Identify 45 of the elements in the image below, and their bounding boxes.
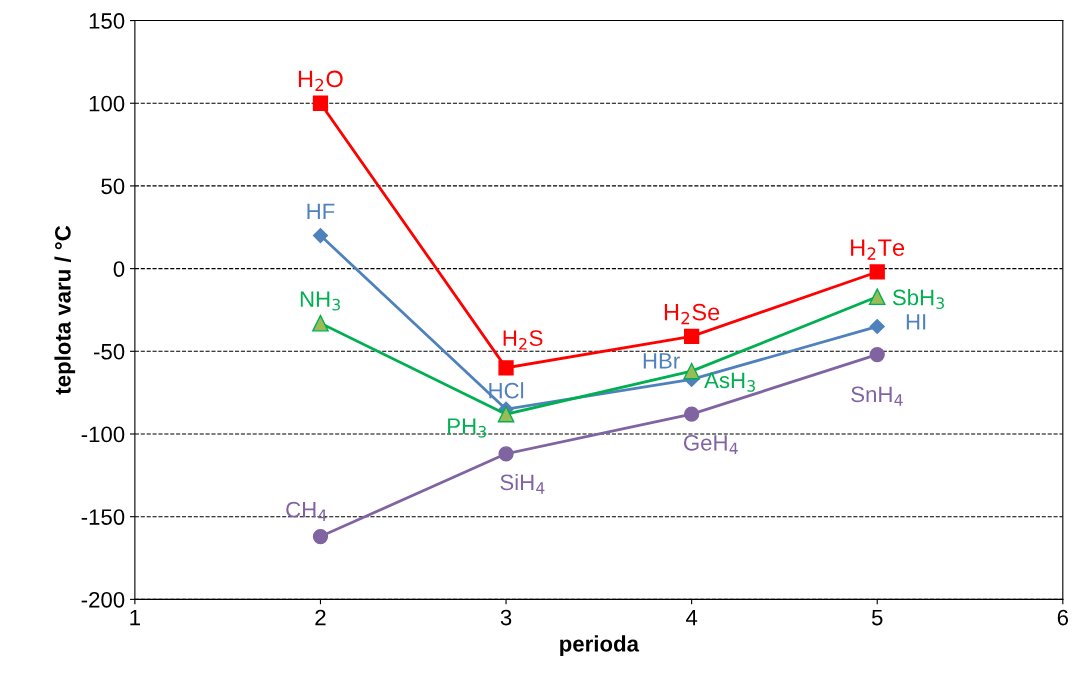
x-tick-label: 3 [500,609,512,626]
y-tick-label: -100 [81,426,125,443]
x-tick-label: 6 [1057,609,1069,626]
x-tick-label: 5 [871,609,883,626]
annotation: HF [307,203,335,220]
annotation: GeH$_{4}$ [683,434,738,455]
point [312,528,329,545]
x-tick-label: 4 [685,609,698,626]
point [498,360,514,376]
annotation: SnH$_{4}$ [851,386,903,406]
annotation: HI [906,314,926,330]
annotation: H$_{2}$S [503,330,543,350]
annotation: AsH$_{3}$ [704,372,755,392]
annotation: PH$_{3}$ [448,418,487,438]
annotation: HBr [643,353,680,369]
annotation: H$_{2}$Se [664,303,720,325]
x-tick-label: 1 [130,609,140,626]
point [683,328,700,345]
annotation: SbH$_{3}$ [892,289,944,310]
x-axis-title: perioda [560,635,640,657]
annotation: H$_{2}$O [298,70,343,91]
point [497,405,515,423]
y-tick-label: 150 [89,13,125,29]
y-tick-label: 50 [101,178,125,195]
point [869,346,885,363]
annotation: SiH$_{4}$ [500,473,545,494]
point [868,288,886,306]
y-tick-label: -200 [81,591,125,608]
point [683,406,700,422]
annotation: NH$_{3}$ [300,291,340,311]
point [312,95,329,111]
annotation: H$_{2}$Te [851,239,905,260]
annotation: HCl [489,382,524,399]
point [498,446,514,462]
point [312,227,329,244]
y-tick-label: -50 [94,343,125,360]
x-tick-label: 2 [315,609,326,626]
y-tick-label: -150 [81,509,125,525]
point [312,314,329,332]
y-axis-title: teplota varu / °C [54,225,76,395]
point [683,362,700,380]
y-tick-label: 100 [89,95,125,112]
y-tick-label: 0 [113,261,125,277]
point [869,264,885,280]
point [869,318,885,335]
